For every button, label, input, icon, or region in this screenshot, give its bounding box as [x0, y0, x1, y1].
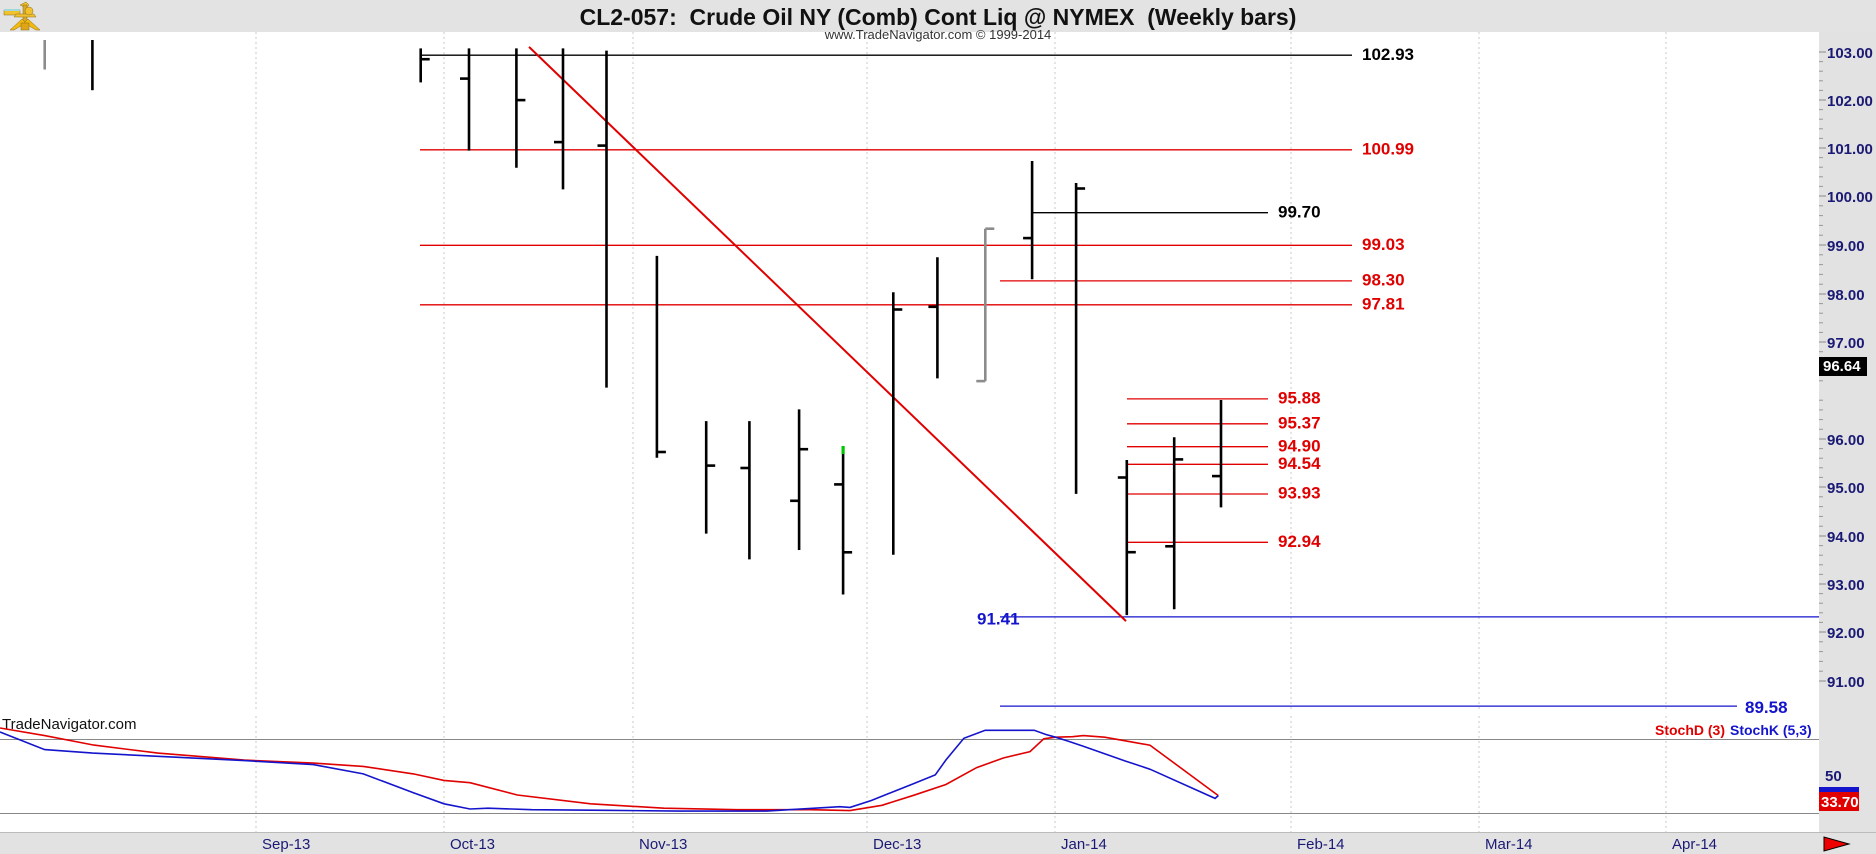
svg-text:94.00: 94.00 — [1827, 529, 1865, 546]
svg-text:102.00: 102.00 — [1827, 93, 1873, 110]
svg-text:92.00: 92.00 — [1827, 625, 1865, 642]
svg-text:99.03: 99.03 — [1362, 235, 1405, 254]
svg-text:100.99: 100.99 — [1362, 140, 1414, 159]
svg-text:93.00: 93.00 — [1827, 577, 1865, 594]
svg-text:99.70: 99.70 — [1278, 203, 1321, 222]
svg-text:93.93: 93.93 — [1278, 484, 1321, 503]
svg-text:91.00: 91.00 — [1827, 674, 1865, 691]
svg-text:Dec-13: Dec-13 — [873, 836, 921, 853]
svg-text:Sep-13: Sep-13 — [262, 836, 310, 853]
svg-text:101.00: 101.00 — [1827, 141, 1873, 158]
svg-text:Feb-14: Feb-14 — [1297, 836, 1345, 853]
svg-text:StochK (5,3): StochK (5,3) — [1730, 722, 1812, 738]
svg-text:Apr-14: Apr-14 — [1672, 836, 1717, 853]
svg-text:98.00: 98.00 — [1827, 287, 1865, 304]
svg-text:97.00: 97.00 — [1827, 335, 1865, 352]
svg-text:33.70: 33.70 — [1821, 794, 1859, 811]
svg-text:96.64: 96.64 — [1823, 358, 1861, 375]
svg-text:96.00: 96.00 — [1827, 432, 1865, 449]
svg-text:98.30: 98.30 — [1362, 271, 1405, 290]
svg-text:100.00: 100.00 — [1827, 189, 1873, 206]
svg-text:102.93: 102.93 — [1362, 45, 1414, 64]
svg-text:94.90: 94.90 — [1278, 437, 1321, 456]
svg-text:95.00: 95.00 — [1827, 480, 1865, 497]
svg-text:Jan-14: Jan-14 — [1061, 836, 1107, 853]
svg-text:89.58: 89.58 — [1745, 698, 1788, 716]
svg-text:99.00: 99.00 — [1827, 238, 1865, 255]
svg-text:97.81: 97.81 — [1362, 295, 1405, 314]
svg-text:95.88: 95.88 — [1278, 389, 1321, 408]
svg-text:50: 50 — [1825, 768, 1842, 785]
svg-text:Nov-13: Nov-13 — [639, 836, 687, 853]
svg-text:103.00: 103.00 — [1827, 45, 1873, 62]
svg-text:94.54: 94.54 — [1278, 454, 1321, 473]
svg-text:Mar-14: Mar-14 — [1485, 836, 1533, 853]
svg-text:92.94: 92.94 — [1278, 532, 1321, 551]
svg-text:StochD (3): StochD (3) — [1655, 722, 1725, 738]
svg-text:Oct-13: Oct-13 — [450, 836, 495, 853]
svg-text:91.41: 91.41 — [977, 610, 1020, 629]
svg-text:95.37: 95.37 — [1278, 414, 1321, 433]
